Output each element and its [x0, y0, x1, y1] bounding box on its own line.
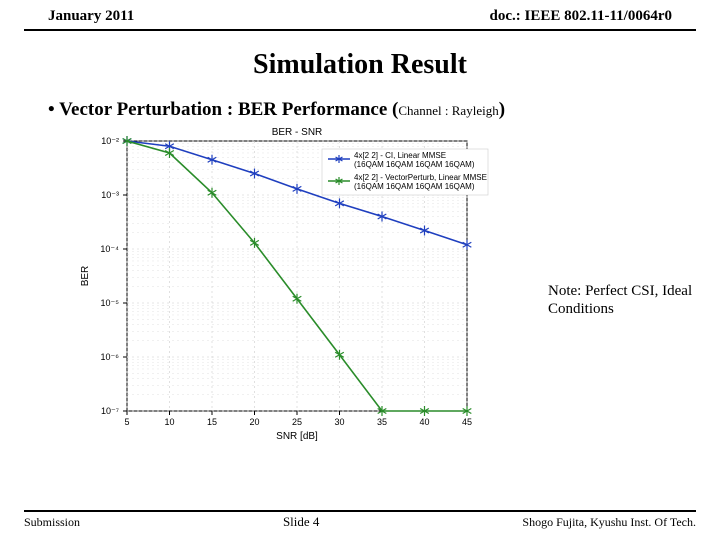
svg-text:20: 20	[249, 417, 259, 427]
header-date: January 2011	[48, 8, 134, 25]
svg-text:BER - SNR: BER - SNR	[272, 127, 323, 138]
svg-text:10⁻⁶: 10⁻⁶	[101, 352, 120, 362]
bullet-sub: Channel : Rayleigh	[398, 103, 498, 118]
svg-text:SNR [dB]: SNR [dB]	[276, 431, 318, 442]
bullet-main: Vector Perturbation : BER Performance (	[59, 99, 398, 120]
bullet-prefix: •	[48, 99, 59, 120]
svg-text:10⁻⁷: 10⁻⁷	[101, 406, 119, 416]
ber-snr-chart: BER - SNR 5 10 15 20 25 30 35 40 45 10⁻² 10⁻³ 10⁻⁴ 10…	[72, 123, 502, 443]
svg-text:10⁻³: 10⁻³	[101, 190, 119, 200]
svg-text:(16QAM 16QAM 16QAM 16QAM): (16QAM 16QAM 16QAM 16QAM)	[354, 182, 475, 191]
svg-text:30: 30	[334, 417, 344, 427]
svg-text:15: 15	[207, 417, 217, 427]
footer-right: Shogo Fujita, Kyushu Inst. Of Tech.	[522, 515, 696, 530]
svg-text:10: 10	[164, 417, 174, 427]
svg-text:4x[2 2] - CI, Linear MMSE: 4x[2 2] - CI, Linear MMSE	[354, 151, 446, 160]
footer-center: Slide 4	[80, 514, 522, 530]
header-doc: doc.: IEEE 802.11-11/0064r0	[489, 8, 672, 25]
svg-text:10⁻⁴: 10⁻⁴	[100, 244, 119, 254]
note-text: Note: Perfect CSI, Ideal Conditions	[548, 282, 698, 318]
subtitle-bullet: • Vector Perturbation : BER Performance …	[48, 99, 720, 121]
svg-text:45: 45	[462, 417, 472, 427]
svg-text:4x[2 2] - VectorPerturb, Linea: 4x[2 2] - VectorPerturb, Linear MMSE	[354, 173, 487, 182]
svg-text:25: 25	[292, 417, 302, 427]
svg-text:5: 5	[124, 417, 129, 427]
svg-text:35: 35	[377, 417, 387, 427]
svg-text:10⁻²: 10⁻²	[101, 136, 119, 146]
bullet-suffix: )	[499, 99, 505, 120]
svg-text:10⁻⁵: 10⁻⁵	[101, 298, 120, 308]
svg-text:(16QAM 16QAM 16QAM 16QAM): (16QAM 16QAM 16QAM 16QAM)	[354, 160, 475, 169]
svg-text:40: 40	[419, 417, 429, 427]
page-title: Simulation Result	[0, 49, 720, 81]
svg-text:BER: BER	[80, 266, 91, 287]
footer-left: Submission	[24, 515, 80, 530]
slide-header: January 2011 doc.: IEEE 802.11-11/0064r0	[24, 0, 696, 31]
slide-footer: Submission Slide 4 Shogo Fujita, Kyushu …	[24, 510, 696, 530]
